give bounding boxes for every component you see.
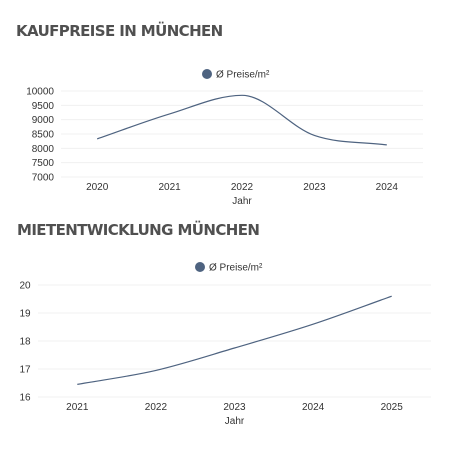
legend-marker (195, 262, 205, 272)
y-tick-label: 7000 (32, 173, 55, 184)
y-tick-label: 9000 (32, 115, 55, 126)
legend-label: Ø Preise/m² (216, 70, 270, 81)
x-tick-label: 2024 (376, 182, 399, 193)
legend-label: Ø Preise/m² (209, 263, 263, 274)
y-tick-label: 20 (19, 281, 31, 292)
chart-title-kaufpreise: KAUFPREISE IN MÜNCHEN (16, 22, 223, 40)
y-tick-label: 18 (19, 337, 31, 348)
kaufpreise-chart: Ø Preise/m² 7000 7500 8000 8500 9000 9500 10000… (26, 69, 423, 207)
x-tick-label: 2020 (86, 182, 109, 193)
x-tick-label: 2025 (381, 402, 404, 413)
x-tick-label: 2021 (66, 402, 89, 413)
x-tick-label: 2023 (303, 182, 326, 193)
series-line-0 (97, 94, 387, 146)
legend-1: Ø Preise/m² (195, 262, 263, 274)
legend-0: Ø Preise/m² (202, 69, 270, 81)
y-tick-label: 8500 (32, 130, 55, 141)
y-tick-label: 7500 (32, 158, 55, 169)
y-tick-label: 19 (19, 309, 31, 320)
y-tick-label: 17 (19, 365, 31, 376)
x-axis-title: Jahr (225, 416, 245, 427)
y-tick-label: 8000 (32, 144, 55, 155)
x-tick-label: 2022 (145, 402, 168, 413)
mietentwicklung-chart: Ø Preise/m² 16 17 18 19 20 2021 2022 2023 2024 202… (19, 262, 431, 427)
chart-title-mietentwicklung: MIETENTWICKLUNG MÜNCHEN (17, 221, 260, 239)
x-tick-label: 2024 (302, 402, 325, 413)
x-tick-label: 2022 (231, 182, 254, 193)
series-line-0 (77, 295, 392, 385)
legend-marker (202, 69, 212, 79)
x-tick-label: 2021 (158, 182, 181, 193)
y-tick-label: 9500 (32, 101, 55, 112)
y-tick-label: 16 (19, 393, 31, 404)
x-tick-label: 2023 (223, 402, 246, 413)
x-axis-title: Jahr (232, 196, 252, 207)
y-tick-label: 10000 (26, 87, 54, 98)
